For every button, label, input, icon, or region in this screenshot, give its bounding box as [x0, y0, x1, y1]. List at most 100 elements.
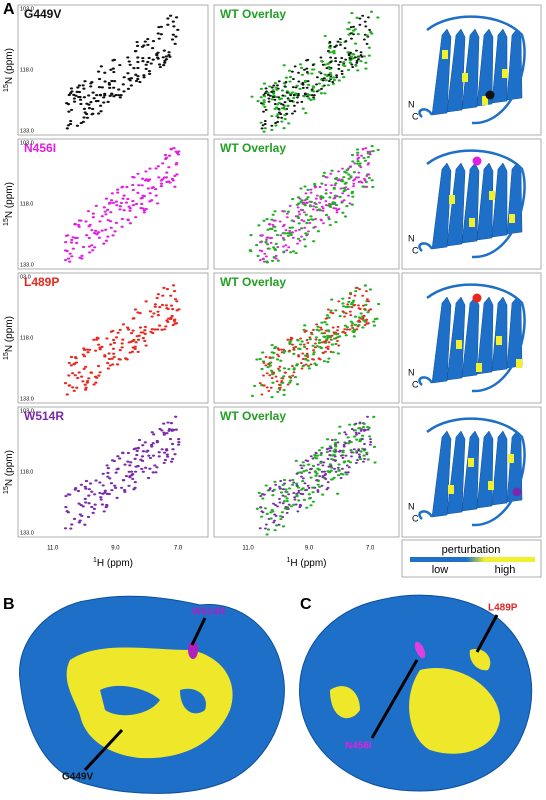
peak — [172, 289, 177, 293]
peak — [136, 338, 141, 341]
peak — [101, 484, 105, 487]
peak-wt — [375, 317, 379, 320]
peak-wt — [349, 302, 354, 306]
peak — [353, 162, 357, 165]
peak — [160, 429, 164, 432]
peak — [163, 153, 168, 157]
peak — [69, 364, 73, 367]
peak-wt — [362, 156, 366, 160]
peak — [270, 236, 274, 239]
high-perturbation — [482, 96, 488, 105]
peak — [131, 183, 135, 187]
peak — [297, 210, 301, 213]
peak-wt — [264, 240, 268, 244]
peak — [285, 112, 289, 115]
peak-wt — [314, 363, 319, 367]
peak-wt — [344, 171, 348, 174]
peak — [338, 38, 342, 41]
peak — [341, 192, 345, 195]
peak — [262, 374, 265, 377]
peak-wt — [370, 144, 374, 148]
peak — [358, 308, 362, 311]
peak-wt — [322, 360, 326, 363]
mutation-label: G449V — [62, 772, 93, 783]
peak — [129, 77, 134, 80]
peak — [85, 234, 89, 237]
peak-wt — [347, 300, 351, 304]
peak-wt — [273, 210, 277, 213]
peak — [337, 344, 341, 347]
peak — [126, 72, 130, 75]
peak — [323, 474, 327, 477]
peak — [326, 345, 330, 348]
peak — [128, 222, 132, 225]
x-axis-label-text: H (ppm) — [290, 558, 326, 569]
high-perturbation — [508, 454, 514, 463]
peak-wt — [332, 78, 337, 82]
peak — [123, 490, 127, 493]
peak-wt — [287, 368, 291, 371]
y-axis-label: 15N (ppm) — [3, 182, 15, 226]
peak — [80, 257, 84, 260]
peak — [300, 367, 304, 370]
peak — [342, 199, 346, 202]
peak — [136, 350, 140, 353]
peak — [155, 466, 159, 469]
peak-wt — [360, 434, 365, 437]
peak-wt — [297, 347, 301, 350]
peak — [78, 95, 82, 99]
peak — [134, 341, 138, 344]
peak — [318, 185, 322, 188]
peak-wt — [270, 218, 274, 221]
peak — [173, 453, 177, 456]
peak — [156, 314, 161, 317]
peak-wt — [363, 159, 368, 162]
peak — [113, 484, 117, 487]
peak-wt — [265, 533, 269, 536]
peak — [358, 288, 361, 291]
peak — [334, 450, 338, 453]
peak — [329, 172, 333, 175]
peak — [302, 211, 306, 214]
peak — [100, 229, 104, 232]
peak-wt — [343, 215, 348, 218]
peak — [323, 332, 327, 335]
peak — [339, 187, 343, 190]
high-perturbation — [456, 340, 462, 349]
peak — [162, 433, 166, 436]
peak — [129, 84, 133, 87]
peak-wt — [364, 61, 368, 64]
peak-wt — [282, 500, 286, 503]
peak-wt — [350, 190, 355, 194]
peak — [104, 506, 108, 509]
peak-wt — [341, 63, 345, 67]
peak-wt — [268, 361, 272, 364]
peak — [148, 467, 152, 470]
peak-wt — [317, 338, 322, 342]
peak — [75, 124, 80, 127]
peak-wt — [271, 213, 275, 216]
peak — [270, 124, 274, 127]
peak — [106, 100, 110, 103]
peak — [70, 255, 74, 258]
peak-wt — [346, 51, 350, 54]
peak-wt — [347, 173, 351, 176]
peak — [276, 505, 279, 508]
peak — [86, 351, 90, 354]
peak-wt — [300, 73, 304, 76]
peak-wt — [346, 436, 350, 439]
peak — [306, 80, 310, 83]
peak — [300, 219, 304, 222]
peak — [166, 17, 170, 20]
peak — [65, 393, 69, 396]
peak — [294, 215, 298, 218]
peak-wt — [362, 55, 366, 58]
peak — [352, 448, 356, 451]
peak — [312, 328, 315, 331]
peak — [299, 361, 303, 364]
peak-wt — [307, 94, 311, 97]
peak — [104, 228, 108, 231]
peak-wt — [266, 366, 270, 369]
peak-wt — [347, 442, 351, 445]
peak — [302, 201, 306, 204]
